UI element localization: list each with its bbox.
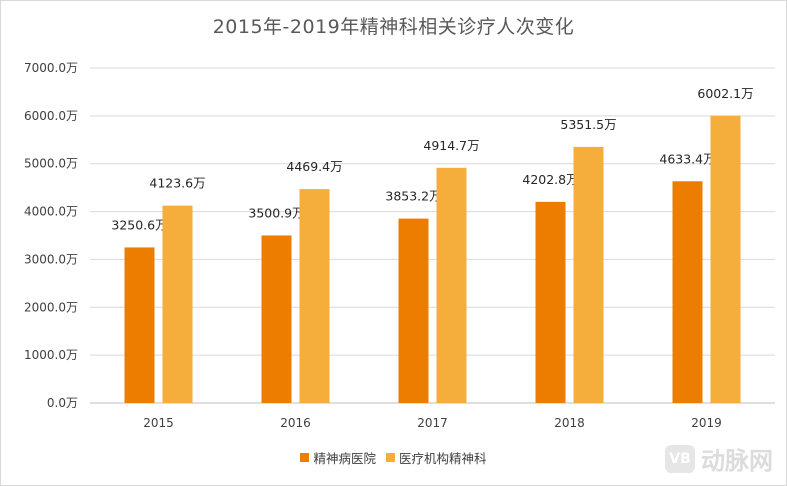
data-label: 4202.8万 bbox=[522, 172, 578, 187]
bar-series2-2018 bbox=[573, 146, 604, 403]
chart-title: 2015年-2019年精神科相关诊疗人次变化 bbox=[212, 16, 575, 38]
y-tick-label: 5000.0万 bbox=[24, 157, 78, 171]
x-tick-label: 2017 bbox=[417, 416, 448, 430]
watermark-text: 动脉网 bbox=[701, 447, 773, 475]
legend: 精神病医院 医疗机构精神科 bbox=[0, 448, 787, 467]
legend-item-series2: 医疗机构精神科 bbox=[386, 448, 487, 467]
bar-series2-2015 bbox=[162, 205, 193, 403]
y-tick-label: 4000.0万 bbox=[24, 205, 78, 219]
data-label: 4633.4万 bbox=[659, 151, 715, 166]
y-tick-label: 6000.0万 bbox=[24, 109, 78, 123]
watermark-logo-icon: VB bbox=[665, 444, 695, 473]
data-label: 3853.2万 bbox=[385, 189, 441, 204]
x-tick-label: 2016 bbox=[280, 416, 311, 430]
legend-swatch-series2 bbox=[386, 453, 395, 462]
bar-series2-2017 bbox=[436, 167, 467, 403]
bar-series2-2019 bbox=[710, 115, 741, 403]
legend-item-series1: 精神病医院 bbox=[300, 448, 376, 467]
y-tick-label: 2000.0万 bbox=[24, 300, 78, 314]
y-tick-label: 7000.0万 bbox=[24, 61, 78, 75]
bar-series1-2017 bbox=[398, 218, 429, 403]
data-label: 4914.7万 bbox=[423, 138, 479, 153]
bar-series1-2019 bbox=[672, 181, 703, 403]
y-tick-label: 3000.0万 bbox=[24, 252, 78, 266]
legend-label-series2: 医疗机构精神科 bbox=[399, 451, 487, 466]
watermark: VB 动脉网 bbox=[665, 441, 773, 476]
x-tick-label: 2015 bbox=[143, 416, 174, 430]
x-tick-label: 2019 bbox=[691, 416, 722, 430]
data-label: 6002.1万 bbox=[697, 86, 753, 101]
bar-series1-2018 bbox=[535, 201, 566, 403]
y-tick-label: 0.0万 bbox=[47, 396, 78, 410]
bar-series2-2016 bbox=[299, 189, 330, 403]
y-tick-label: 1000.0万 bbox=[24, 348, 78, 362]
bar-series1-2015 bbox=[124, 247, 155, 403]
legend-label-series1: 精神病医院 bbox=[313, 451, 376, 466]
x-tick-label: 2018 bbox=[554, 416, 585, 430]
data-label: 3250.6万 bbox=[111, 217, 167, 232]
data-label: 4469.4万 bbox=[286, 159, 342, 174]
data-label: 3500.9万 bbox=[248, 205, 304, 220]
data-label: 5351.5万 bbox=[560, 117, 616, 132]
legend-swatch-series1 bbox=[300, 453, 310, 462]
bar-series1-2016 bbox=[261, 235, 292, 403]
data-label: 4123.6万 bbox=[149, 176, 205, 191]
